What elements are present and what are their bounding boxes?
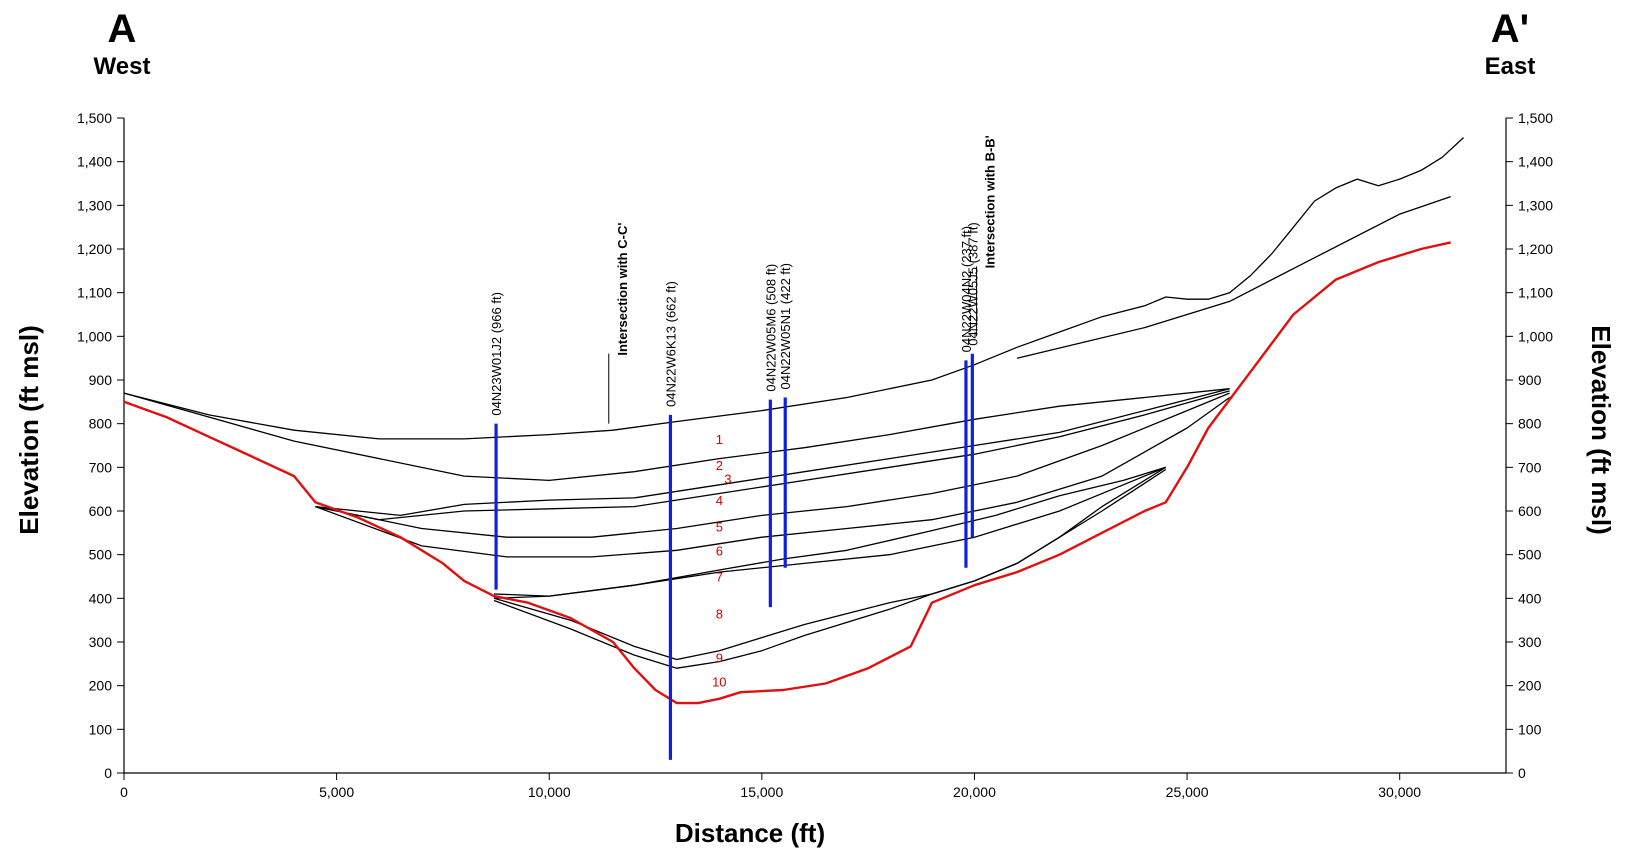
y-tick-label-right: 1,400	[1518, 154, 1553, 170]
layer-boundary-line	[315, 390, 1230, 521]
x-tick-label: 5,000	[319, 784, 354, 800]
ground-surface-line	[123, 137, 1464, 440]
well-label: 04N22W05J5 (387 ft)	[965, 222, 980, 346]
hydro-unit-label: 3	[724, 471, 731, 486]
y-tick-label-right: 1,500	[1518, 110, 1553, 126]
x-tick-label: 20,000	[953, 784, 996, 800]
x-axis-title: Distance (ft)	[675, 818, 825, 848]
intersection-label: Intersection with B-B'	[983, 135, 998, 268]
y-tick-label-right: 500	[1518, 547, 1542, 563]
well-label: 04N22W6K13 (662 ft)	[663, 281, 678, 407]
well-label: 04N22W04N2 (237 ft)	[959, 226, 974, 352]
y-tick-label-right: 600	[1518, 503, 1542, 519]
x-tick-label: 15,000	[740, 784, 783, 800]
y-tick-label-left: 1,400	[77, 154, 112, 170]
y-tick-label-right: 0	[1518, 765, 1526, 781]
west-direction-label: West	[94, 53, 151, 80]
section-end-letter: A'	[1491, 7, 1529, 51]
y-tick-label-left: 400	[89, 590, 113, 606]
east-direction-label: East	[1485, 53, 1536, 80]
x-tick-label: 0	[120, 784, 128, 800]
hydro-unit-label: 6	[716, 543, 723, 558]
y-tick-label-left: 100	[89, 721, 113, 737]
layer-boundary-line	[315, 396, 1230, 558]
hydro-unit-label: 1	[716, 432, 723, 447]
y-tick-label-left: 1,500	[77, 110, 112, 126]
y-tick-label-right: 800	[1518, 416, 1542, 432]
unit-label-layer: 1 234 5 6 7 8 9 10	[712, 432, 731, 689]
y-tick-label-left: 1,000	[77, 328, 112, 344]
surface-lines	[123, 137, 1464, 705]
axes-frame	[123, 118, 1507, 774]
y-tick-label-left: 700	[89, 459, 113, 475]
y-tick-label-right: 300	[1518, 634, 1542, 650]
y-tick-label-left: 900	[89, 372, 113, 388]
aquifer-base-line	[123, 241, 1451, 705]
y-tick-label-left: 1,200	[77, 241, 112, 257]
hydro-unit-label: 2	[716, 458, 723, 473]
layer-boundary-line	[1016, 195, 1451, 359]
y-tick-label-right: 1,000	[1518, 328, 1553, 344]
layer-boundary-line	[315, 392, 1230, 538]
y-tick-label-left: 300	[89, 634, 113, 650]
section-start-letter: A	[108, 7, 137, 51]
y-tick-label-left: 500	[89, 547, 113, 563]
y-tick-label-right: 100	[1518, 721, 1542, 737]
x-tick-label: 25,000	[1166, 784, 1209, 800]
well-label: 04N22W05N1 (422 ft)	[778, 263, 793, 389]
hydro-unit-label: 7	[716, 570, 723, 585]
layer-boundary-line	[493, 468, 1167, 669]
layer-boundary-line	[123, 388, 1230, 482]
y-tick-label-right: 200	[1518, 678, 1542, 694]
hydro-unit-label: 4	[716, 493, 723, 508]
y-tick-label-left: 1,100	[77, 285, 112, 301]
well-layer: 04N23W01J2 (966 ft) 04N22W6K13 (662 ft) 04…	[489, 135, 998, 760]
layer-boundary-line	[493, 466, 1167, 599]
hydro-unit-label: 8	[716, 607, 723, 622]
y-tick-label-right: 400	[1518, 590, 1542, 606]
y-tick-label-left: 600	[89, 503, 113, 519]
layer-boundary-line	[493, 466, 1166, 597]
layer-boundary-line	[315, 388, 1230, 517]
well-label: 04N22W05M6 (508 ft)	[763, 264, 778, 392]
intersection-label: Intersection with C-C'	[615, 223, 630, 356]
x-tick-label: 30,000	[1378, 784, 1421, 800]
y-tick-label-left: 200	[89, 678, 113, 694]
y-axis-title-left: Elevation (ft msl)	[14, 325, 44, 534]
y-tick-label-left: 1,300	[77, 197, 112, 213]
y-axis-title-right: Elevation (ft msl)	[1586, 325, 1616, 534]
y-tick-label-right: 1,300	[1518, 197, 1553, 213]
y-tick-label-right: 1,100	[1518, 285, 1553, 301]
y-tick-label-left: 800	[89, 416, 113, 432]
hydro-unit-label: 9	[716, 650, 723, 665]
y-tick-label-right: 700	[1518, 459, 1542, 475]
hydro-unit-label: 10	[712, 674, 726, 689]
y-tick-label-right: 900	[1518, 372, 1542, 388]
y-tick-label-right: 1,200	[1518, 241, 1553, 257]
y-tick-label-left: 0	[104, 765, 112, 781]
well-label: 04N23W01J2 (966 ft)	[489, 292, 504, 416]
x-tick-label: 10,000	[528, 784, 571, 800]
hydro-unit-label: 5	[716, 519, 723, 534]
